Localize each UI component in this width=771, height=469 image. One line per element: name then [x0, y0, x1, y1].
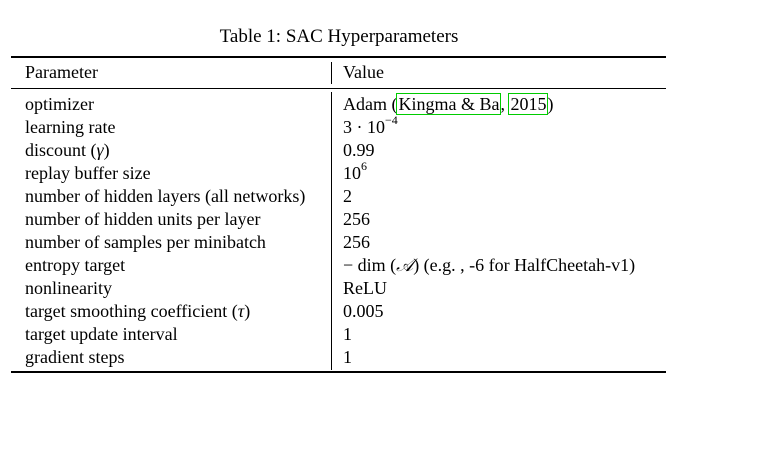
param-replay-buffer-size: replay buffer size — [25, 163, 151, 183]
value-gradient-steps: 1 — [343, 347, 352, 367]
value-target-update-interval: 1 — [343, 324, 352, 344]
column-header-value: Value — [343, 62, 384, 82]
value-learning-rate-exponent: −4 — [385, 113, 398, 127]
value-nonlinearity: ReLU — [343, 278, 387, 298]
column-divider-body — [331, 92, 332, 370]
value-hidden-units: 256 — [343, 209, 370, 229]
value-learning-rate-base: 3 · 10 — [343, 117, 385, 137]
value-samples-per-minibatch: 256 — [343, 232, 370, 252]
column-divider-header — [331, 62, 332, 84]
value-learning-rate: 3 · 10−4 — [343, 113, 398, 139]
value-entropy-target: − dim (𝒜) (e.g. , -6 for HalfCheetah-v1) — [343, 254, 635, 277]
table-top-rule — [11, 56, 666, 58]
value-target-smoothing: 0.005 — [343, 301, 384, 321]
param-discount-close: ) — [103, 140, 110, 160]
param-optimizer: optimizer — [25, 94, 94, 114]
param-samples-per-minibatch: number of samples per minibatch — [25, 232, 266, 252]
param-nonlinearity: nonlinearity — [25, 278, 112, 298]
hyperparameter-table: Parameter Value optimizer Adam (Kingma &… — [11, 56, 666, 373]
gamma-symbol: γ — [96, 140, 104, 160]
param-discount: discount (γ) — [25, 139, 110, 162]
value-optimizer-text: Adam ( — [343, 94, 398, 114]
param-discount-text: discount ( — [25, 140, 97, 160]
value-replay-buffer-base: 10 — [343, 163, 361, 183]
value-discount: 0.99 — [343, 140, 375, 160]
value-entropy-prefix: − dim ( — [343, 255, 397, 275]
param-entropy-target: entropy target — [25, 255, 126, 275]
param-learning-rate: learning rate — [25, 117, 116, 137]
action-space-symbol: 𝒜 — [396, 255, 414, 276]
table-header-rule — [11, 88, 666, 89]
value-optimizer-sep: , — [500, 94, 510, 114]
citation-link-kingma-ba[interactable]: Kingma & Ba — [396, 93, 502, 115]
param-target-smoothing: target smoothing coefficient (τ) — [25, 300, 250, 323]
param-gradient-steps: gradient steps — [25, 347, 125, 367]
value-replay-buffer-exponent: 6 — [361, 159, 367, 173]
tau-symbol: τ — [237, 301, 245, 321]
param-hidden-layers: number of hidden layers (all networks) — [25, 186, 306, 206]
param-target-smoothing-close: ) — [244, 301, 251, 321]
param-target-smoothing-text: target smoothing coefficient ( — [25, 301, 238, 321]
param-hidden-units: number of hidden units per layer — [25, 209, 261, 229]
citation-link-2015[interactable]: 2015 — [508, 93, 549, 115]
value-entropy-suffix: ) (e.g. , -6 for HalfCheetah-v1) — [413, 255, 636, 275]
column-header-parameter: Parameter — [25, 62, 98, 82]
table-caption: Table 1: SAC Hyperparameters — [219, 26, 459, 47]
value-hidden-layers: 2 — [343, 186, 352, 206]
value-optimizer: Adam (Kingma & Ba, 2015) — [343, 93, 553, 116]
value-optimizer-close: ) — [547, 94, 554, 114]
table-bottom-rule — [11, 371, 666, 373]
param-target-update-interval: target update interval — [25, 324, 178, 344]
value-replay-buffer-size: 106 — [343, 159, 367, 185]
